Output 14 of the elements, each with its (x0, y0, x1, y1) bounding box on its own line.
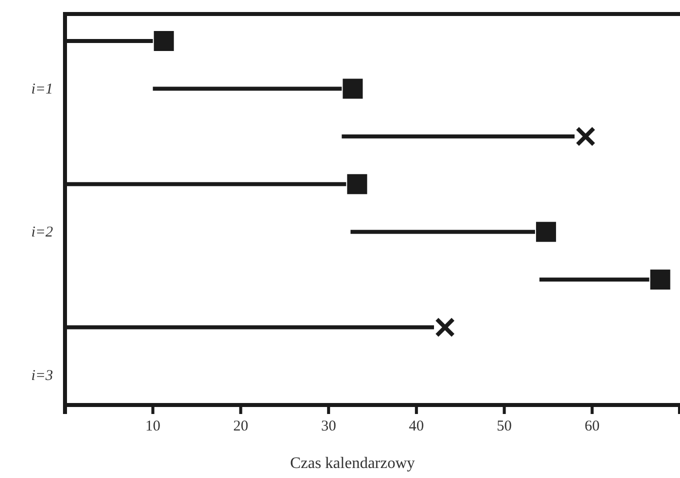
x-tick-label: 20 (233, 418, 248, 435)
bar (350, 230, 536, 234)
y-tick-label: i=1 (31, 82, 53, 98)
x-tick-label: 60 (584, 418, 600, 435)
x-tick-label: 40 (408, 418, 424, 435)
y-tick-label: i=2 (31, 224, 54, 241)
bar (539, 278, 650, 282)
bar (342, 134, 575, 138)
x-tick-label: 50 (496, 418, 512, 435)
bar (152, 86, 342, 91)
x-tick-label: 10 (145, 418, 160, 435)
x-tick-label: 30 (321, 418, 336, 435)
y-tick-label: i=3 (31, 368, 53, 384)
x-axis-title: Czas kalendarzowy (290, 455, 415, 472)
